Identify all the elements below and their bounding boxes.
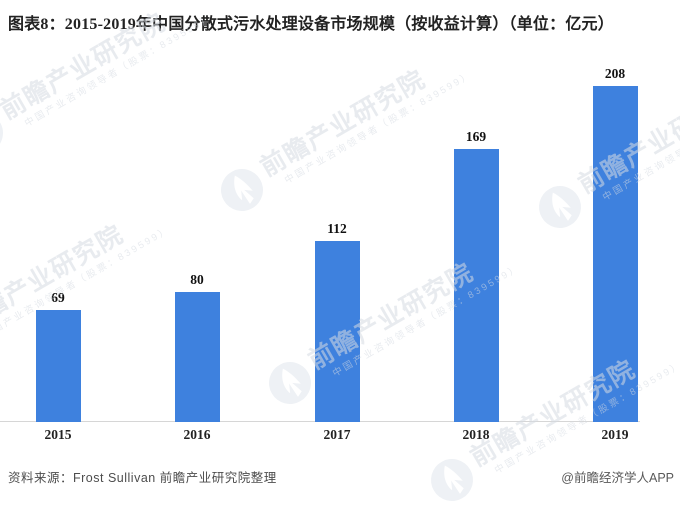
watermark-tagline: 中国产业咨询领导者（股票：839599）	[282, 69, 475, 187]
chart-title: 图表8：2015-2019年中国分散式污水处理设备市场规模（按收益计算）（单位：…	[8, 16, 614, 33]
watermark-tagline: 中国产业咨询领导者（股票：839599）	[0, 224, 173, 342]
x-label-2015: 2015	[44, 427, 72, 442]
credit-note: @前瞻经济学人APP	[561, 470, 674, 485]
x-label-2018: 2018	[462, 427, 490, 442]
qianzhan-logo-icon	[269, 362, 311, 404]
qianzhan-logo-icon	[539, 186, 581, 228]
x-label-2019: 2019	[601, 427, 629, 442]
x-label-2016: 2016	[183, 427, 211, 442]
bar-value-2016: 80	[190, 272, 204, 287]
bar-value-2015: 69	[51, 290, 65, 305]
bar-2015	[35, 310, 81, 422]
watermark-brand: 前瞻产业研究院	[255, 64, 431, 182]
watermark-tile: 前瞻产业研究院 中国产业咨询领导者（股票：839599）	[0, 220, 197, 366]
source-note: 资料来源：Frost Sullivan 前瞻产业研究院整理	[8, 470, 277, 485]
bar-value-2018: 169	[465, 129, 487, 144]
bar-value-2017: 112	[327, 221, 347, 236]
footer: 资料来源：Frost Sullivan 前瞻产业研究院整理 @前瞻经济学人APP	[0, 466, 680, 486]
qianzhan-logo-icon	[0, 112, 3, 154]
watermark-brand: 前瞻产业研究院	[0, 7, 171, 125]
bar-chart: 前瞻产业研究院 中国产业咨询领导者（股票：839599） 前瞻产业研究院 中国产…	[0, 8, 680, 501]
bar-2017	[314, 241, 360, 422]
bar-2019	[592, 86, 638, 422]
qianzhan-logo-icon	[221, 169, 263, 211]
bar-value-2019: 208	[604, 66, 626, 81]
bar-2018	[453, 149, 499, 422]
bar-2016	[174, 292, 220, 422]
watermark-brand: 前瞻产业研究院	[0, 219, 129, 337]
watermark-tile: 前瞻产业研究院 中国产业咨询领导者（股票：839599）	[0, 8, 239, 154]
watermark-tile: 前瞻产业研究院 中国产业咨询领导者（股票：839599）	[269, 258, 547, 404]
chart-page: 图表8：2015-2019年中国分散式污水处理设备市场规模（按收益计算）（单位：…	[0, 7, 680, 501]
x-label-2017: 2017	[323, 427, 351, 442]
watermark-tagline: 中国产业咨询领导者（股票：839599）	[22, 12, 215, 130]
